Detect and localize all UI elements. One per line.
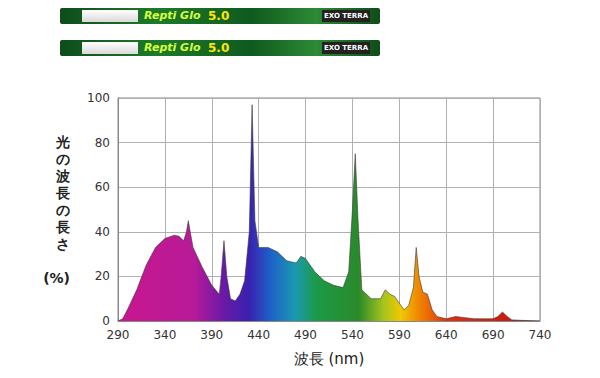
svg-text:440: 440 <box>247 328 270 342</box>
svg-text:の: の <box>56 202 70 218</box>
html-text:5.0: 5.0 <box>208 41 230 55</box>
html-text:Repti Glo: Repti Glo <box>144 41 201 54</box>
svg-text:590: 590 <box>388 328 411 342</box>
svg-text:690: 690 <box>482 328 505 342</box>
html-text:EXO TERRA: EXO TERRA <box>324 12 369 20</box>
svg-text:の: の <box>56 151 70 167</box>
svg-text:340: 340 <box>153 328 176 342</box>
svg-text:490: 490 <box>294 328 317 342</box>
svg-text:640: 640 <box>435 328 458 342</box>
html-text:Repti Glo: Repti Glo <box>144 9 201 22</box>
svg-text:長: 長 <box>55 185 70 201</box>
html-text:EXO TERRA: EXO TERRA <box>324 44 369 52</box>
svg-text:波長 (nm): 波長 (nm) <box>294 350 365 368</box>
html-text:5.0: 5.0 <box>208 9 230 23</box>
svg-text:40: 40 <box>95 225 110 239</box>
svg-text:740: 740 <box>529 328 552 342</box>
svg-text:さ: さ <box>56 236 70 252</box>
svg-text:60: 60 <box>95 180 110 194</box>
svg-text:(%): (%) <box>43 270 70 286</box>
svg-text:長: 長 <box>55 219 70 235</box>
svg-text:80: 80 <box>95 136 110 150</box>
svg-text:波: 波 <box>55 168 70 184</box>
svg-text:光: 光 <box>55 134 70 150</box>
svg-text:20: 20 <box>95 269 110 283</box>
svg-text:390: 390 <box>200 328 223 342</box>
svg-text:0: 0 <box>102 314 110 328</box>
svg-text:290: 290 <box>107 328 130 342</box>
svg-text:100: 100 <box>87 91 110 105</box>
svg-text:540: 540 <box>341 328 364 342</box>
